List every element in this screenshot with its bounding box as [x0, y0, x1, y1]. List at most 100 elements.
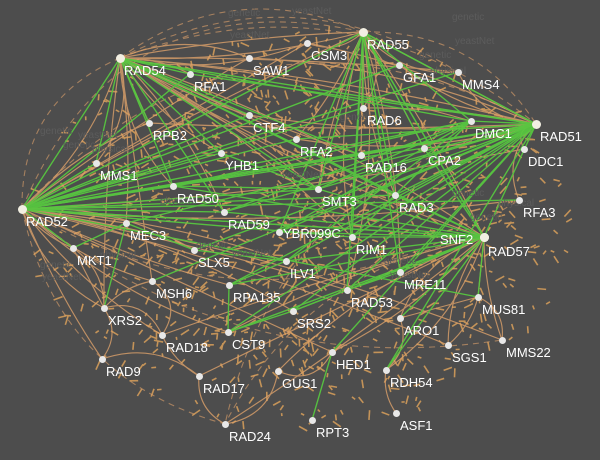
- graph-node-rad51[interactable]: [531, 119, 541, 129]
- graph-node-label: RPA135: [233, 290, 281, 305]
- graph-node-mkt1[interactable]: [69, 244, 77, 252]
- graph-node-label: ILV1: [290, 266, 316, 281]
- graph-node-rad18[interactable]: [158, 331, 166, 339]
- graph-node-rpb2[interactable]: [145, 119, 153, 127]
- graph-node-label: RAD9: [106, 364, 141, 379]
- graph-node-csm3[interactable]: [303, 39, 311, 47]
- graph-node-label: RAD55: [367, 37, 409, 52]
- graph-node-rpt3[interactable]: [308, 416, 316, 424]
- graph-node-label: GUS1: [282, 376, 318, 391]
- graph-node-mus81[interactable]: [474, 293, 482, 301]
- graph-node-label: RIM1: [356, 242, 388, 257]
- graph-node-srs2[interactable]: [289, 307, 297, 315]
- graph-node-rpa135[interactable]: [225, 281, 233, 289]
- graph-node-rfa2[interactable]: [292, 135, 300, 143]
- graph-node-ybr099c[interactable]: [275, 228, 283, 236]
- graph-node-label: MEC3: [130, 228, 167, 243]
- graph-node-label: CTF4: [253, 120, 286, 135]
- graph-node-mre11[interactable]: [396, 268, 404, 276]
- graph-node-rad59[interactable]: [220, 208, 228, 216]
- graph-node-label: RPB2: [153, 128, 187, 143]
- graph-node-dmc1[interactable]: [467, 117, 475, 125]
- graph-node-rad54[interactable]: [115, 53, 125, 63]
- graph-node-rad50[interactable]: [169, 182, 177, 190]
- graph-node-label: SGS1: [452, 350, 487, 365]
- graph-node-msh6[interactable]: [148, 277, 156, 285]
- graph-node-rad6[interactable]: [359, 104, 367, 112]
- graph-node-ilv1[interactable]: [282, 257, 290, 265]
- graph-node-label: RAD51: [540, 129, 582, 144]
- graph-node-rfa1[interactable]: [186, 70, 194, 78]
- graph-node-label: RAD57: [488, 244, 530, 259]
- graph-node-label: RAD53: [351, 295, 393, 310]
- graph-node-label: RDH54: [390, 375, 433, 390]
- graph-node-label: RAD3: [399, 200, 434, 215]
- graph-node-label: DMC1: [475, 126, 512, 141]
- graph-node-label: RPT3: [316, 425, 350, 440]
- graph-node-rad55[interactable]: [358, 27, 368, 37]
- graph-node-gus1[interactable]: [274, 367, 282, 375]
- graph-node-rfa3[interactable]: [515, 196, 523, 204]
- graph-node-label: RAD16: [365, 160, 407, 175]
- graph-node-label: RAD59: [228, 217, 270, 232]
- graph-node-label: CSM3: [311, 48, 348, 63]
- graph-node-gfa1[interactable]: [395, 61, 403, 69]
- graph-node-saw1[interactable]: [245, 54, 253, 62]
- graph-node-rad52[interactable]: [17, 204, 27, 214]
- graph-node-xrs2[interactable]: [100, 304, 108, 312]
- graph-node-label: MMS1: [100, 168, 138, 183]
- graph-node-label: MUS81: [482, 302, 526, 317]
- graph-node-label: RFA1: [194, 79, 227, 94]
- graph-node-rad57[interactable]: [479, 232, 489, 242]
- graph-node-rad24[interactable]: [221, 420, 229, 428]
- graph-node-label: RAD54: [124, 63, 166, 78]
- graph-node-rad9[interactable]: [98, 355, 106, 363]
- graph-node-label: SLX5: [198, 255, 230, 270]
- graph-node-mec3[interactable]: [122, 219, 130, 227]
- graph-node-cst9[interactable]: [224, 328, 232, 336]
- graph-node-yhb1[interactable]: [217, 149, 225, 157]
- graph-node-rim1[interactable]: [348, 233, 356, 241]
- edges-physical: [21, 31, 537, 421]
- graph-node-label: SRS2: [297, 316, 331, 331]
- graph-node-mms1[interactable]: [92, 159, 100, 167]
- graph-node-slx5[interactable]: [190, 246, 198, 254]
- graph-node-asf1[interactable]: [392, 409, 400, 417]
- graph-node-label: RAD50: [177, 191, 219, 206]
- graph-node-rad53[interactable]: [343, 286, 351, 294]
- graph-node-rad17[interactable]: [195, 372, 203, 380]
- graph-node-label: RAD17: [203, 381, 245, 396]
- graph-node-label: SNF2: [440, 232, 474, 247]
- graph-node-rad3[interactable]: [391, 191, 399, 199]
- graph-node-mms4[interactable]: [454, 68, 462, 76]
- graph-node-cpa2[interactable]: [420, 144, 428, 152]
- edges-genetic-rim: [21, 8, 537, 425]
- graph-node-sgs1[interactable]: [444, 341, 452, 349]
- graph-node-label: MRE11: [404, 277, 447, 292]
- graph-node-label: RAD18: [166, 340, 208, 355]
- graph-node-smt3[interactable]: [314, 185, 322, 193]
- graph-node-rdh54[interactable]: [382, 366, 390, 374]
- graph-node-rad16[interactable]: [357, 151, 365, 159]
- graph-node-ddc1[interactable]: [520, 145, 528, 153]
- graph-node-label: YHB1: [225, 158, 259, 173]
- graph-node-hed1[interactable]: [328, 348, 336, 356]
- graph-node-label: SMT3: [322, 194, 357, 209]
- graph-node-label: YBR099C: [283, 226, 341, 241]
- graph-node-label: MSH6: [156, 286, 193, 301]
- graph-node-label: SAW1: [253, 63, 290, 78]
- graph-node-aro1[interactable]: [396, 314, 404, 322]
- graph-node-label: HED1: [336, 357, 371, 372]
- graph-node-label: RFA3: [523, 205, 556, 220]
- graph-node-mms22[interactable]: [498, 336, 506, 344]
- graph-node-label: RFA2: [300, 144, 333, 159]
- graph-node-label: RAD52: [26, 214, 68, 229]
- graph-node-label: MKT1: [77, 253, 112, 268]
- graph-node-label: MMS4: [462, 77, 500, 92]
- graph-node-label: ASF1: [400, 418, 433, 433]
- graph-node-label: DDC1: [528, 154, 564, 169]
- graph-node-label: CPA2: [428, 153, 461, 168]
- graph-node-ctf4[interactable]: [245, 111, 253, 119]
